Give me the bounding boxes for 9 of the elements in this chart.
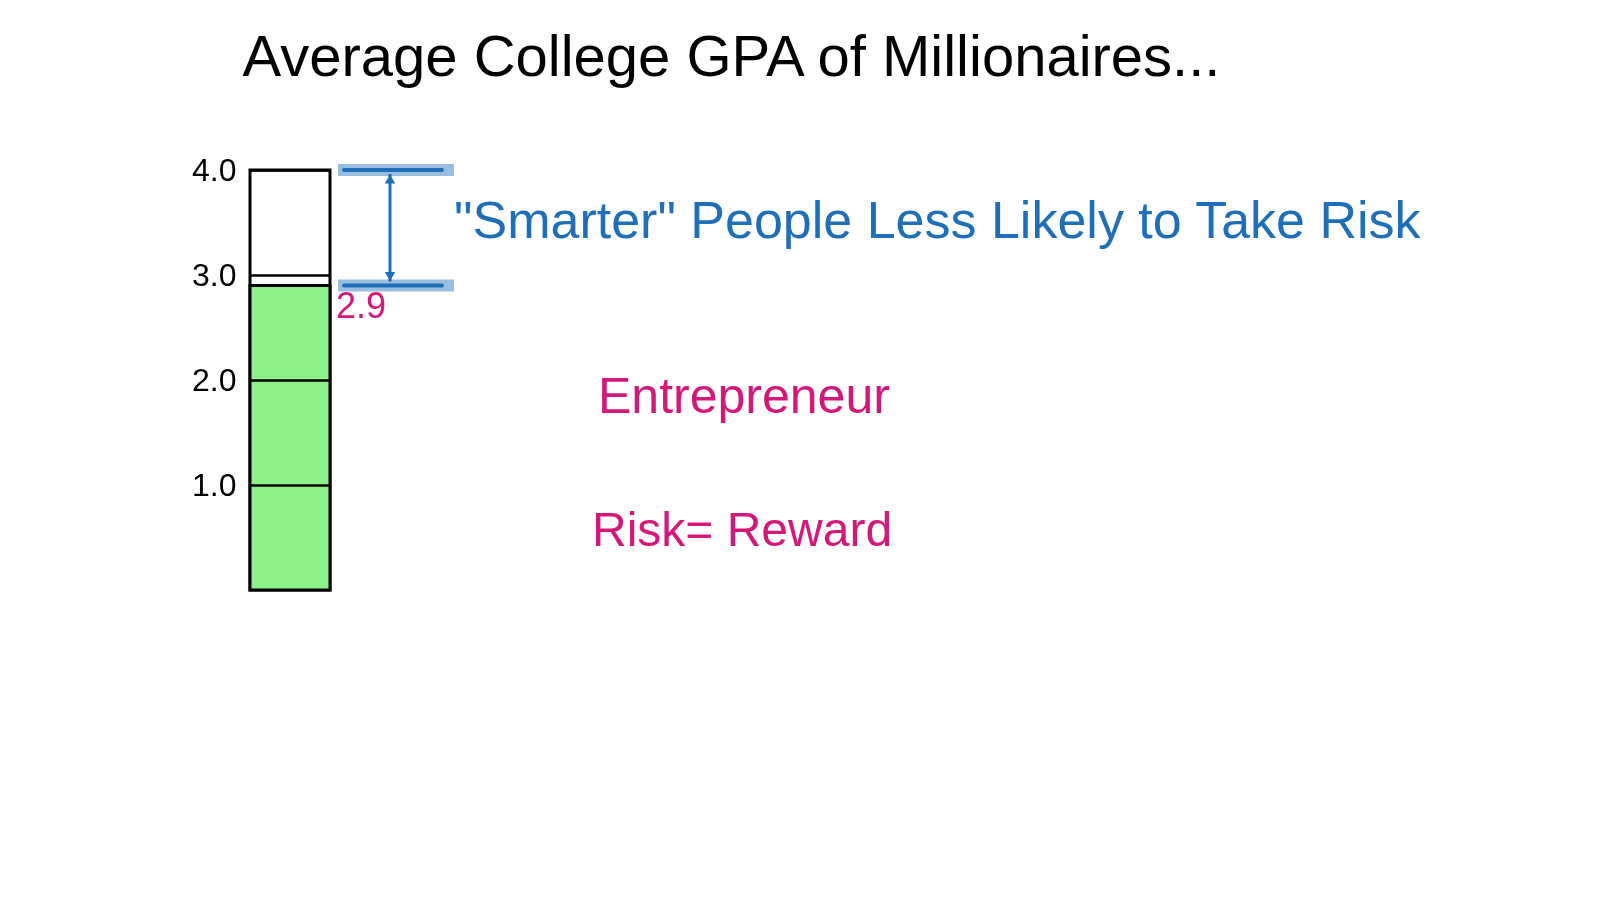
y-tick-label: 2.0 <box>192 361 237 398</box>
y-tick-label: 4.0 <box>192 151 237 188</box>
text: "Smarter" People Less Likely to Take Risk <box>454 191 1422 249</box>
text: Risk= Reward <box>592 503 893 556</box>
y-tick-label: 3.0 <box>192 256 237 293</box>
data-label: 2.9 <box>336 284 387 326</box>
text: Average College GPA of Millionaires... <box>242 23 1221 88</box>
y-tick-label: 1.0 <box>192 466 237 503</box>
text: Entrepreneur <box>598 368 890 424</box>
